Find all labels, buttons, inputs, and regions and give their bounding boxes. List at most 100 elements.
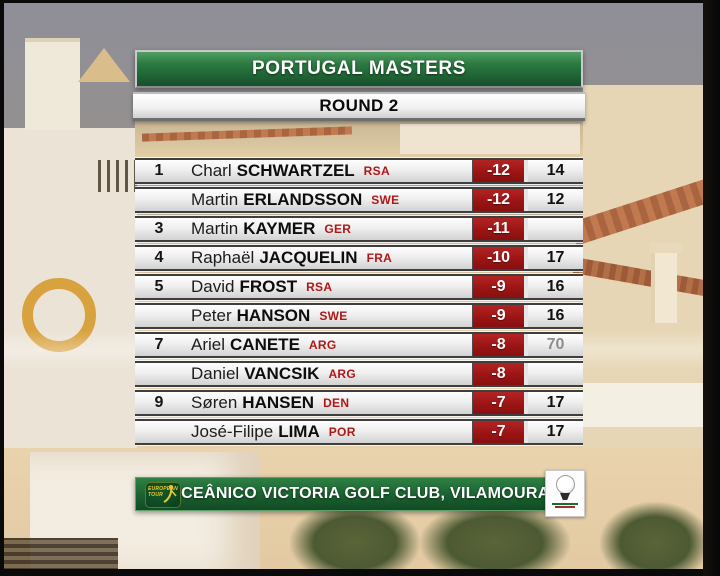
holes-cell: 17 xyxy=(524,392,583,414)
golf-tee-icon xyxy=(560,493,570,500)
score-cell: -9 xyxy=(472,305,524,327)
position-cell: 5 xyxy=(154,278,164,295)
player-last-name: LIMA xyxy=(278,422,320,441)
round-banner: ROUND 2 xyxy=(133,92,585,121)
score-cell: -8 xyxy=(472,334,524,356)
bg-chimney xyxy=(25,42,80,130)
frame-edge-right xyxy=(703,0,720,576)
tournament-title: PORTUGAL MASTERS xyxy=(251,58,467,79)
bg-roof-peak xyxy=(78,48,130,82)
holes-cell: 17 xyxy=(524,421,583,443)
table-row: 7 Ariel CANETE ARG -8 70 xyxy=(135,332,583,358)
position-cell: 1 xyxy=(154,162,164,179)
player-country-code: FRA xyxy=(366,251,393,265)
position-cell: 9 xyxy=(154,394,164,411)
frame-edge-left xyxy=(0,0,4,576)
player-first-name: José-Filipe xyxy=(191,422,274,441)
holes-cell xyxy=(524,218,583,240)
player-name-cell: Charl SCHWARTZEL RSA xyxy=(183,160,472,182)
player-country-code: ARG xyxy=(328,367,357,381)
score-cell: -11 xyxy=(472,218,524,240)
event-logo-text-lines xyxy=(552,503,578,509)
score-cell: -9 xyxy=(472,276,524,298)
table-row: José-Filipe LIMA POR -7 17 xyxy=(135,419,583,445)
player-name-cell: Raphaël JACQUELIN FRA xyxy=(183,247,472,269)
bg-wall xyxy=(583,383,705,427)
player-name-cell: Martin KAYMER GER xyxy=(183,218,472,240)
european-tour-logo: EUROPEAN TOUR xyxy=(145,482,181,508)
player-country-code: POR xyxy=(328,425,356,439)
bg-roof-tiles xyxy=(569,172,720,246)
player-country-code: RSA xyxy=(306,280,333,294)
player-last-name: ERLANDSSON xyxy=(243,190,363,209)
bg-tree xyxy=(290,502,420,576)
position-cell xyxy=(135,189,183,211)
player-first-name: Raphaël xyxy=(191,248,255,267)
tournament-banner: PORTUGAL MASTERS xyxy=(135,50,583,88)
european-tour-logo-text: EUROPEAN TOUR xyxy=(148,486,178,498)
player-name-cell: Daniel VANCSIK ARG xyxy=(183,363,472,385)
position-cell: 7 xyxy=(154,336,164,353)
player-first-name: Søren xyxy=(191,393,238,412)
player-last-name: KAYMER xyxy=(243,219,316,238)
holes-cell: 16 xyxy=(524,305,583,327)
player-last-name: VANCSIK xyxy=(244,364,320,383)
score-cell: -8 xyxy=(472,363,524,385)
player-country-code: GER xyxy=(324,222,352,236)
bg-chimney xyxy=(655,253,677,323)
bg-roof-tiles xyxy=(572,257,720,301)
venue-banner: EUROPEAN TOUR OCEÂNICO VICTORIA GOLF CLU… xyxy=(135,470,585,517)
holes-cell: 70 xyxy=(524,334,583,356)
player-last-name: SCHWARTZEL xyxy=(236,161,355,180)
frame-edge-top xyxy=(0,0,720,3)
player-country-code: SWE xyxy=(319,309,348,323)
player-country-code: DEN xyxy=(323,396,350,410)
player-name-cell: Martin ERLANDSSON SWE xyxy=(183,189,472,211)
player-first-name: Daniel xyxy=(191,364,240,383)
player-first-name: Peter xyxy=(191,306,232,325)
position-cell: 4 xyxy=(154,249,164,266)
player-name-cell: Ariel CANETE ARG xyxy=(183,334,472,356)
player-last-name: HANSON xyxy=(236,306,311,325)
leaderboard-table: 1 Charl SCHWARTZEL RSA -12 14 Martin ERL… xyxy=(135,158,583,448)
position-cell xyxy=(135,363,183,385)
table-row: Daniel VANCSIK ARG -8 xyxy=(135,361,583,387)
bg-tree xyxy=(600,502,710,576)
golf-ball-icon xyxy=(555,475,575,494)
holes-cell: 14 xyxy=(524,160,583,182)
bg-chimney-cap xyxy=(649,243,683,253)
event-logo xyxy=(545,470,585,517)
table-row: 4 Raphaël JACQUELIN FRA -10 17 xyxy=(135,245,583,271)
player-first-name: Charl xyxy=(191,161,232,180)
score-cell: -10 xyxy=(472,247,524,269)
player-country-code: SWE xyxy=(371,193,400,207)
table-row: 5 David FROST RSA -9 16 xyxy=(135,274,583,300)
player-last-name: FROST xyxy=(239,277,298,296)
bg-circular-window xyxy=(22,278,96,352)
bg-railing xyxy=(98,160,138,192)
table-row: 9 Søren HANSEN DEN -7 17 xyxy=(135,390,583,416)
round-label: ROUND 2 xyxy=(319,96,399,115)
table-row: Martin ERLANDSSON SWE -12 12 xyxy=(135,187,583,213)
frame-edge-bottom xyxy=(0,569,720,576)
holes-cell: 12 xyxy=(524,189,583,211)
player-last-name: CANETE xyxy=(230,335,300,354)
score-cell: -7 xyxy=(472,421,524,443)
player-name-cell: Søren HANSEN DEN xyxy=(183,392,472,414)
position-cell: 3 xyxy=(154,220,164,237)
holes-cell xyxy=(524,363,583,385)
player-last-name: JACQUELIN xyxy=(259,248,358,267)
holes-cell: 17 xyxy=(524,247,583,269)
player-country-code: ARG xyxy=(308,338,337,352)
player-last-name: HANSEN xyxy=(242,393,315,412)
table-row: 1 Charl SCHWARTZEL RSA -12 14 xyxy=(135,158,583,184)
venue-name: OCEÂNICO VICTORIA GOLF CLUB, VILAMOURA xyxy=(168,485,550,502)
table-row: 3 Martin KAYMER GER -11 xyxy=(135,216,583,242)
score-cell: -12 xyxy=(472,189,524,211)
table-row: Peter HANSON SWE -9 16 xyxy=(135,303,583,329)
golfer-icon xyxy=(163,485,177,503)
position-cell xyxy=(135,421,183,443)
player-first-name: David xyxy=(191,277,235,296)
player-name-cell: David FROST RSA xyxy=(183,276,472,298)
